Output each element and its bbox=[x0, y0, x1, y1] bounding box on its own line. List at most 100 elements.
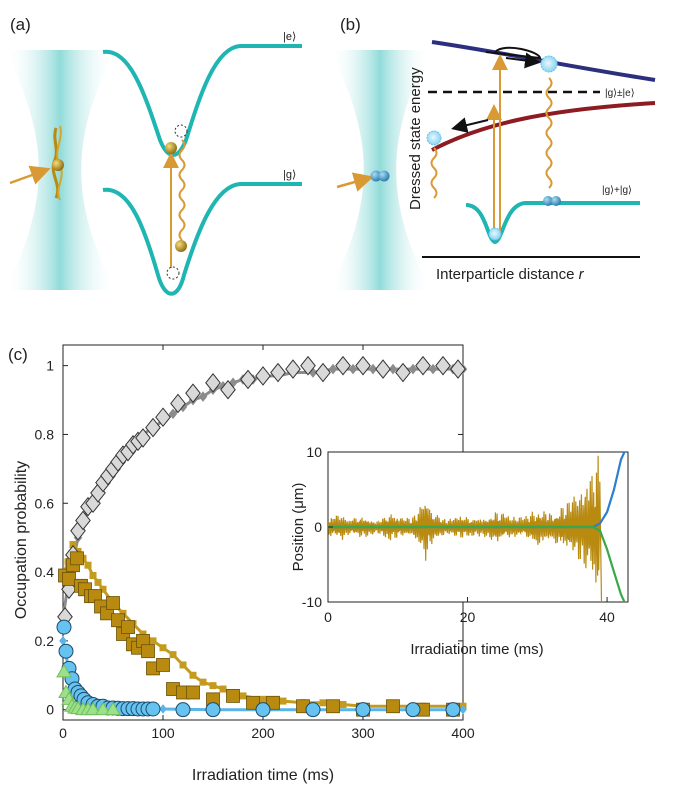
olive-large-square bbox=[246, 695, 260, 710]
x-tick-label: 400 bbox=[451, 725, 475, 741]
green-triangle bbox=[95, 701, 111, 716]
x-tick-label: 0 bbox=[59, 725, 67, 741]
x-tick-label: 300 bbox=[351, 725, 375, 741]
gold-small-square bbox=[179, 661, 187, 669]
y-tick-label: 1 bbox=[46, 358, 54, 374]
gold-small-square bbox=[189, 671, 197, 679]
atom-pair-b-2 bbox=[378, 170, 390, 182]
olive-large-square bbox=[62, 572, 76, 586]
gold-small-square bbox=[159, 644, 167, 652]
ket-ge-label: |g⟩±|e⟩ bbox=[605, 88, 635, 99]
y-tick-label: 0.8 bbox=[35, 426, 55, 442]
atom-pair-b-1 bbox=[370, 170, 382, 182]
gray-large-diamond bbox=[415, 355, 431, 376]
olive-large-square bbox=[106, 596, 120, 610]
olive-large-square bbox=[326, 699, 340, 714]
gold-small-square bbox=[239, 692, 247, 700]
gold-small-square bbox=[259, 695, 267, 703]
main-series bbox=[56, 355, 468, 718]
attractive-curve bbox=[431, 101, 656, 152]
decay-wave-a bbox=[178, 139, 186, 241]
main-x-axis-label: Irradiation time (ms) bbox=[192, 767, 334, 784]
blue-circle bbox=[175, 702, 191, 718]
gold-small-square bbox=[319, 699, 327, 707]
gray-small-diamond bbox=[198, 391, 208, 402]
y-tick-label: 0.4 bbox=[35, 564, 55, 580]
gray-large-diamond bbox=[170, 393, 186, 414]
blue-circle bbox=[255, 702, 271, 718]
gray-large-diamond bbox=[355, 355, 371, 376]
gray-large-diamond bbox=[205, 373, 221, 393]
ket-gg-label: |g⟩+|g⟩ bbox=[602, 185, 632, 196]
x-tick-label: 100 bbox=[151, 725, 175, 741]
decay-wave-b2 bbox=[430, 147, 438, 199]
gold-small-square bbox=[69, 541, 77, 549]
gray-large-diamond bbox=[285, 359, 301, 379]
blue-circle bbox=[445, 702, 461, 718]
repulsive-arrow bbox=[505, 52, 541, 69]
gold-small-square bbox=[339, 701, 347, 709]
gray-small-diamond bbox=[368, 363, 378, 375]
gray-small-diamond bbox=[428, 363, 438, 375]
empty-site-a bbox=[174, 124, 188, 138]
gold-small-square bbox=[99, 585, 107, 593]
gray-small-diamond bbox=[328, 363, 338, 375]
gray-large-diamond bbox=[61, 579, 77, 600]
inset-x-axis-label: Irradiation time (ms) bbox=[410, 641, 543, 658]
gray-large-diamond bbox=[145, 417, 161, 438]
gray-large-diamond bbox=[255, 366, 271, 386]
blue-circle bbox=[355, 702, 371, 718]
cloud-attractive bbox=[426, 130, 442, 146]
excited-atom-a bbox=[165, 142, 177, 154]
pair-atom-b3 bbox=[543, 196, 553, 206]
green-triangle bbox=[105, 701, 121, 716]
main-y-axis-label: Occupation probability bbox=[13, 461, 30, 619]
blue-circle bbox=[205, 702, 221, 718]
atom-cloud-a bbox=[51, 125, 64, 201]
inset-x-tick-label: 40 bbox=[599, 609, 615, 625]
x-tick-label: 200 bbox=[251, 725, 275, 741]
gray-large-diamond bbox=[185, 383, 201, 403]
olive-large-square bbox=[266, 695, 280, 710]
gray-large-diamond bbox=[335, 355, 351, 376]
olive-large-square bbox=[386, 699, 400, 714]
blue-circle bbox=[56, 619, 72, 635]
inset-x-tick-label: 0 bbox=[324, 609, 332, 625]
panel-b-ylabel: Dressed state energy bbox=[407, 67, 424, 210]
inset-series bbox=[328, 452, 626, 602]
gray-large-diamond bbox=[155, 407, 171, 428]
y-tick-label: 0 bbox=[46, 702, 54, 718]
panel-b-label: (b) bbox=[340, 15, 361, 34]
green-triangle bbox=[85, 701, 101, 716]
attractive-arrow bbox=[451, 117, 489, 133]
decayed-atom-a bbox=[175, 240, 187, 252]
olive-large-square bbox=[156, 658, 170, 672]
gray-large-diamond bbox=[220, 379, 236, 400]
gray-large-diamond bbox=[75, 510, 91, 531]
blue-small-diamond bbox=[459, 704, 467, 715]
inset-y-tick-label: 0 bbox=[314, 519, 322, 535]
gold-small-square bbox=[94, 578, 102, 586]
gray-large-diamond bbox=[450, 359, 466, 379]
olive-large-square bbox=[141, 644, 155, 659]
inset-x-tick-label: 20 bbox=[460, 609, 476, 625]
gray-small-diamond bbox=[408, 363, 418, 375]
gold-small-square bbox=[219, 685, 227, 693]
blue-circle bbox=[58, 643, 74, 659]
gray-small-diamond bbox=[168, 408, 178, 420]
inset-y-axis-label: Position (μm) bbox=[290, 483, 307, 572]
y-tick-label: 0.6 bbox=[35, 495, 55, 511]
olive-large-square bbox=[121, 620, 135, 635]
laser-beam-b bbox=[330, 50, 430, 290]
ket-e-label: |e⟩ bbox=[283, 31, 296, 43]
panel-a-label: (a) bbox=[10, 15, 31, 34]
y-tick-label: 0.2 bbox=[35, 633, 55, 649]
ground-potential-a bbox=[102, 182, 302, 296]
blue-circle bbox=[305, 702, 321, 718]
olive-large-square bbox=[70, 551, 84, 566]
decay-wave-b1 bbox=[545, 77, 553, 189]
blue-small-diamond bbox=[159, 704, 167, 714]
